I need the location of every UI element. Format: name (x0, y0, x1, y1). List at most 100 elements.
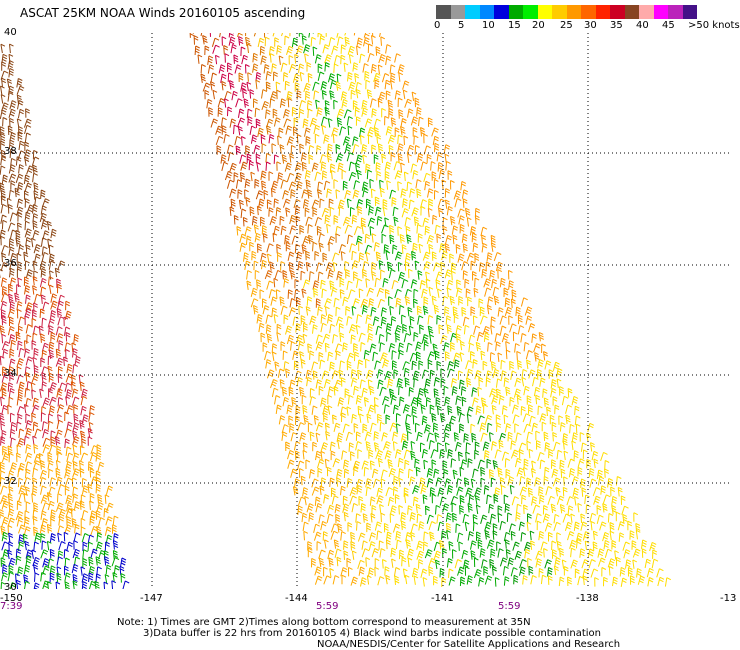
wind-barb (335, 233, 341, 243)
wind-barb (348, 161, 355, 171)
wind-barb (1, 174, 8, 184)
wind-barb (586, 432, 592, 443)
wind-barb (327, 118, 333, 128)
wind-barb (197, 54, 203, 64)
wind-barb (372, 33, 374, 36)
wind-barb (278, 127, 284, 138)
wind-barb (82, 558, 88, 568)
wind-barb (384, 566, 390, 576)
wind-barb (57, 294, 65, 305)
wind-barb (31, 156, 40, 166)
wind-barb (614, 550, 619, 560)
wind-barb (429, 334, 435, 344)
wind-barb (531, 460, 536, 470)
wind-barb (295, 215, 301, 226)
wind-barb (17, 100, 24, 110)
wind-barb (365, 478, 372, 488)
wind-barb (227, 106, 233, 117)
wind-barb (24, 387, 31, 398)
wind-barb (88, 556, 94, 567)
wind-barb (316, 225, 322, 236)
wind-barb (426, 514, 434, 524)
wind-barb (266, 125, 272, 135)
wind-barb (337, 397, 345, 407)
wind-barb (369, 343, 377, 353)
wind-barb (352, 62, 359, 72)
wind-barb (297, 340, 305, 351)
wind-barb (540, 574, 547, 585)
wind-barb (24, 132, 31, 142)
legend-swatch (668, 5, 683, 19)
wind-barb (288, 63, 297, 73)
wind-barb (95, 452, 102, 462)
wind-barb (8, 452, 14, 463)
wind-barb (411, 207, 419, 217)
wind-barb (289, 153, 295, 163)
wind-barb (471, 432, 477, 443)
wind-barb (507, 476, 515, 486)
wind-barb (331, 45, 339, 55)
wind-barb (272, 33, 275, 37)
wind-barb (348, 171, 357, 181)
wind-barb (356, 45, 361, 56)
wind-barb (88, 565, 95, 576)
wind-barb (627, 520, 633, 531)
wind-barb (306, 296, 313, 306)
wind-barb (380, 512, 386, 523)
wind-barb (353, 385, 359, 396)
wind-barb (477, 415, 485, 425)
wind-barb (289, 269, 296, 280)
wind-barb (25, 443, 32, 454)
wind-barb (350, 377, 358, 387)
wind-barb (0, 412, 5, 422)
wind-barb (378, 53, 386, 64)
wind-barb (23, 251, 29, 262)
wind-barb (444, 478, 452, 488)
wind-barb (17, 308, 22, 319)
wind-barb (279, 379, 285, 389)
wind-barb (1, 53, 8, 64)
wind-barb (352, 143, 360, 154)
wind-barb (369, 496, 376, 506)
wind-barb (301, 512, 308, 523)
wind-barb (554, 557, 561, 567)
wind-barb (355, 116, 361, 126)
wind-barb (210, 118, 218, 128)
wind-barb (290, 341, 296, 351)
wind-barb (8, 238, 15, 248)
legend-label: 10 (482, 20, 495, 31)
legend-label: 40 (636, 20, 649, 31)
lon-label: -138 (576, 593, 599, 604)
wind-barb (360, 298, 369, 308)
wind-barb (537, 405, 543, 415)
wind-barb (444, 442, 450, 452)
wind-barb (260, 170, 267, 180)
wind-barb (23, 574, 29, 584)
wind-barb (40, 412, 46, 422)
wind-barb (40, 189, 46, 199)
wind-barb (266, 369, 275, 379)
wind-barb (354, 107, 360, 117)
wind-barb (333, 215, 339, 225)
wind-barb (64, 485, 70, 496)
wind-barb (262, 305, 270, 315)
wind-barb (1, 219, 8, 230)
wind-barb (426, 432, 434, 442)
wind-barb (215, 125, 223, 135)
wind-barb (532, 504, 541, 514)
wind-barb (224, 53, 230, 63)
wind-barb (411, 91, 417, 101)
wind-barb (542, 505, 548, 515)
wind-barb (398, 505, 404, 515)
wind-barb (235, 98, 243, 108)
wind-barb (376, 495, 384, 505)
wind-barb (32, 229, 40, 240)
wind-barb (280, 261, 286, 271)
wind-barb (304, 495, 309, 506)
wind-barb (622, 541, 630, 551)
wind-barb (401, 314, 406, 325)
wind-barb (24, 452, 33, 462)
wind-barb (312, 441, 318, 452)
wind-barb (504, 458, 511, 468)
wind-barb (363, 37, 370, 47)
